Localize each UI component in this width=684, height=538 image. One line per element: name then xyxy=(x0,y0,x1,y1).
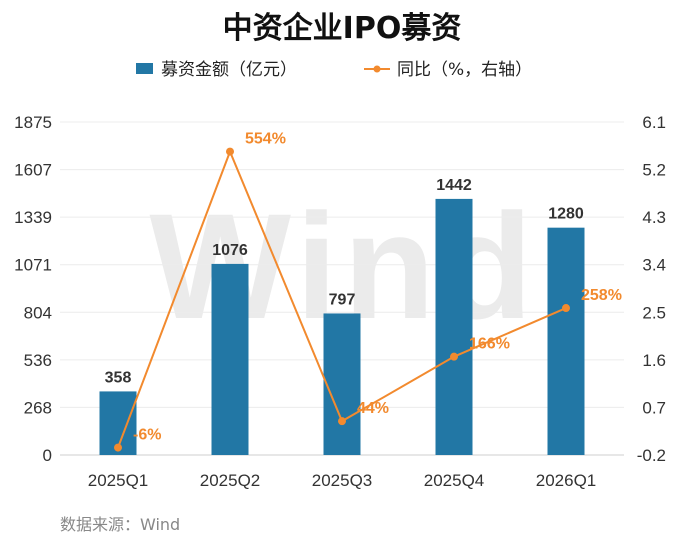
bar xyxy=(547,227,585,455)
y-right-tick-label: 6.1 xyxy=(642,113,666,132)
line-value-label: 44% xyxy=(357,400,389,417)
y-right-tick-label: 5.2 xyxy=(642,161,666,180)
legend-bar-label: 募资金额（亿元） xyxy=(161,60,297,80)
y-left-tick-label: 1607 xyxy=(14,161,52,180)
y-right-tick-label: 3.4 xyxy=(642,256,666,275)
bar-value-label: 1280 xyxy=(548,206,584,223)
y-left-tick-label: 1071 xyxy=(14,256,52,275)
legend-line-marker xyxy=(373,65,381,73)
x-tick-label: 2025Q4 xyxy=(424,471,485,490)
legend-bar-swatch xyxy=(136,63,153,74)
bar-value-label: 797 xyxy=(329,291,356,308)
line-value-label: 166% xyxy=(469,336,510,353)
x-axis: 2025Q1 2025Q2 2025Q3 2025Q4 2026Q1 xyxy=(88,471,597,490)
bar-value-label: 1076 xyxy=(212,242,248,259)
legend: 募资金额（亿元） 同比（%，右轴） xyxy=(136,60,532,80)
line-point xyxy=(562,304,570,313)
y-right-tick-label: 1.6 xyxy=(642,351,666,370)
line-value-label: -6% xyxy=(133,427,161,444)
x-tick-label: 2025Q2 xyxy=(200,471,261,490)
y-left-tick-label: 1875 xyxy=(14,113,52,132)
source-note: 数据来源：Wind xyxy=(60,515,180,534)
yoy-points xyxy=(114,147,570,452)
x-tick-label: 2025Q3 xyxy=(312,471,373,490)
yoy-labels: -6% 554% 44% 166% 258% xyxy=(133,131,622,444)
y-left-tick-label: 268 xyxy=(24,398,52,417)
bar xyxy=(211,263,249,455)
y-left-tick-label: 804 xyxy=(24,303,52,322)
bar xyxy=(323,313,361,455)
y-right-tick-label: 4.3 xyxy=(642,208,666,227)
bar-value-label: 1442 xyxy=(436,177,472,194)
y-left-tick-label: 536 xyxy=(24,351,52,370)
line-point xyxy=(450,352,458,361)
legend-line-label: 同比（%，右轴） xyxy=(397,60,532,80)
y-axis-left: 0 268 536 804 1071 1339 1607 1875 xyxy=(14,113,52,465)
y-left-tick-label: 0 xyxy=(43,446,52,465)
y-right-tick-label: 2.5 xyxy=(642,303,666,322)
y-left-tick-label: 1339 xyxy=(14,208,52,227)
bar-value-label: 358 xyxy=(105,369,132,386)
x-tick-label: 2025Q1 xyxy=(88,471,149,490)
chart-title: 中资企业IPO募资 xyxy=(223,11,462,46)
line-value-label: 258% xyxy=(581,287,622,304)
line-value-label: 554% xyxy=(245,131,286,148)
y-right-tick-label: -0.2 xyxy=(637,446,666,465)
y-axis-right: -0.2 0.7 1.6 2.5 3.4 4.3 5.2 6.1 xyxy=(637,113,666,465)
bar-labels: 358 1076 797 1442 1280 xyxy=(105,177,584,387)
line-point xyxy=(338,417,346,426)
line-point xyxy=(226,147,234,156)
x-tick-label: 2026Q1 xyxy=(536,471,597,490)
bar xyxy=(435,198,473,455)
line-point xyxy=(114,443,122,452)
y-right-tick-label: 0.7 xyxy=(642,398,666,417)
